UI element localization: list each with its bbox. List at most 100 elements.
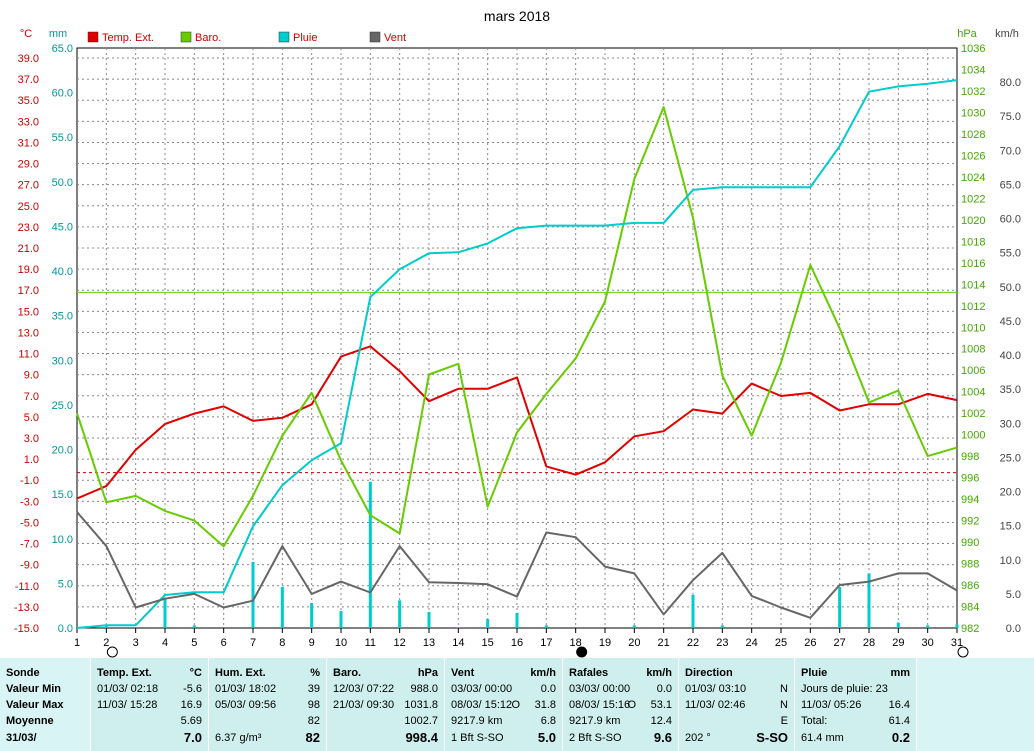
baro-min-value: 988.0 (410, 683, 438, 695)
temp-axis-unit: °C (20, 28, 32, 40)
rain-tick-label: 40.0 (52, 266, 73, 278)
full-moon-icon (106, 646, 118, 658)
series-line-vent (76, 511, 958, 619)
gust-last-value: 9.6 (653, 730, 672, 745)
temp-tick-label: 23.0 (18, 222, 39, 234)
rain-tick-label: 65.0 (52, 43, 73, 55)
baro-tick-label: 1000 (961, 430, 985, 442)
x-tick-label: 2 (103, 637, 109, 649)
rain-bar (163, 597, 167, 628)
rain-tick-label: 45.0 (52, 221, 73, 233)
x-tick-label: 9 (309, 637, 315, 649)
rain-bar (192, 625, 196, 628)
temp-tick-label: -5.0 (20, 517, 39, 529)
rain-bar (456, 627, 460, 628)
series-line-pluie (76, 79, 958, 629)
baro-mean-value: 1002.7 (404, 715, 438, 727)
hum-max-date: 05/03/ 09:56 (215, 699, 277, 711)
rain-tick-label: 30.0 (52, 355, 73, 367)
row-labels-column: Sonde Valeur Min Valeur Max Moyenne 31/0… (0, 658, 90, 751)
gust-column: Rafales km/h 03/03/ 00:00 0.0 08/03/ 15:16… (562, 658, 678, 751)
rain-bar (104, 625, 108, 628)
temp-max-date: 11/03/ 15:28 (97, 699, 158, 711)
x-tick-label: 24 (746, 637, 758, 649)
x-tick-label: 30 (922, 637, 934, 649)
rain-total-label: Total: (801, 715, 828, 727)
rain-bar (398, 600, 402, 628)
rain-tick-label: 0.0 (58, 623, 73, 635)
x-tick-label: 25 (775, 637, 787, 649)
temp-tick-label: 11.0 (18, 349, 39, 361)
x-tick-label: 6 (221, 637, 227, 649)
rain-tick-label: 35.0 (52, 311, 73, 323)
new-moon-icon (576, 646, 588, 658)
summary-panel: Sonde Valeur Min Valeur Max Moyenne 31/0… (0, 658, 1034, 751)
legend: Temp. Ext. Baro. Pluie Vent (87, 31, 406, 44)
rain-bar (867, 573, 871, 628)
rain-tick-label: 10.0 (52, 534, 73, 546)
wind-tick-label: 40.0 (1000, 350, 1021, 362)
wind-tick-label: 30.0 (1000, 418, 1021, 430)
x-tick-label: 5 (191, 637, 197, 649)
hum-max-value: 98 (307, 699, 320, 711)
wind-max-value: 31.8 (534, 699, 556, 711)
rain-tick-label: 50.0 (52, 177, 73, 189)
x-tick-label: 31 (951, 637, 963, 649)
temp-min-date: 01/03/ 02:18 (97, 683, 159, 695)
rain-daily-bars (104, 481, 959, 628)
baro-tick-label: 1002 (961, 408, 985, 420)
row-label-date: 31/03/ (6, 732, 37, 744)
series-lines (76, 79, 958, 629)
wind-tick-label: 0.0 (1006, 623, 1021, 635)
wind-tick-label: 80.0 (1000, 77, 1021, 89)
wind-beaufort: 1 Bft S-SO (451, 732, 504, 744)
baro-tick-label: 1030 (961, 107, 985, 119)
wind-tick-label: 10.0 (1000, 555, 1021, 567)
rain-bar (632, 625, 636, 628)
x-tick-label: 21 (658, 637, 670, 649)
rain-tick-label: 15.0 (52, 489, 73, 501)
wind-max-date: 08/03/ 15:12 (451, 699, 513, 711)
rain-bar (838, 586, 842, 628)
temp-tick-label: -11.0 (15, 581, 39, 593)
temp-tick-label: -15.0 (14, 623, 39, 635)
dir-max-value: N (780, 699, 788, 711)
legend-swatch (369, 31, 381, 43)
gust-mean-value: 12.4 (650, 715, 672, 727)
temp-tick-label: -9.0 (20, 560, 39, 572)
rain-title: Pluie (801, 667, 828, 679)
rain-bar (926, 625, 930, 628)
chart-axes: 39.037.035.033.031.029.027.025.023.021.0… (14, 43, 1021, 658)
series-line-temp-ext (76, 345, 958, 500)
hum-title: Hum. Ext. (215, 667, 266, 679)
rain-max-date: 11/03/ 05:26 (801, 699, 862, 711)
legend-label: Pluie (293, 32, 317, 44)
hum-min-date: 01/03/ 18:02 (215, 683, 277, 695)
temp-unit: °C (189, 667, 202, 679)
wind-tick-label: 50.0 (1000, 282, 1021, 294)
wind-tick-label: 60.0 (1000, 214, 1021, 226)
wind-column: Vent km/h 03/03/ 00:00 0.0 08/03/ 15:12 O 31… (444, 658, 562, 751)
x-tick-label: 13 (423, 637, 435, 649)
gust-beaufort: 2 Bft S-SO (569, 732, 622, 744)
rain-bar (310, 603, 314, 628)
baro-column: Baro. hPa 12/03/ 07:22 988.0 21/03/ 09:30 1… (326, 658, 444, 751)
baro-tick-label: 990 (961, 537, 979, 549)
x-tick-label: 16 (511, 637, 523, 649)
temp-tick-label: 9.0 (24, 370, 39, 382)
hum-min-value: 39 (307, 683, 320, 695)
baro-tick-label: 986 (961, 580, 979, 592)
gust-distance: 9217.9 km (569, 715, 621, 727)
legend-label: Vent (384, 32, 406, 44)
baro-tick-label: 1020 (961, 215, 985, 227)
rain-last-value: 0.2 (891, 730, 910, 745)
temp-tick-label: 19.0 (18, 264, 39, 276)
x-tick-label: 19 (599, 637, 611, 649)
temp-mean-value: 5.69 (180, 715, 202, 727)
row-label-max: Valeur Max (6, 699, 64, 711)
full-moon-icon (957, 646, 969, 658)
wind-mean-value: 6.8 (540, 715, 556, 727)
series-line-baro (76, 106, 958, 548)
temp-last-value: 7.0 (183, 730, 202, 745)
legend-label: Baro. (195, 32, 221, 44)
